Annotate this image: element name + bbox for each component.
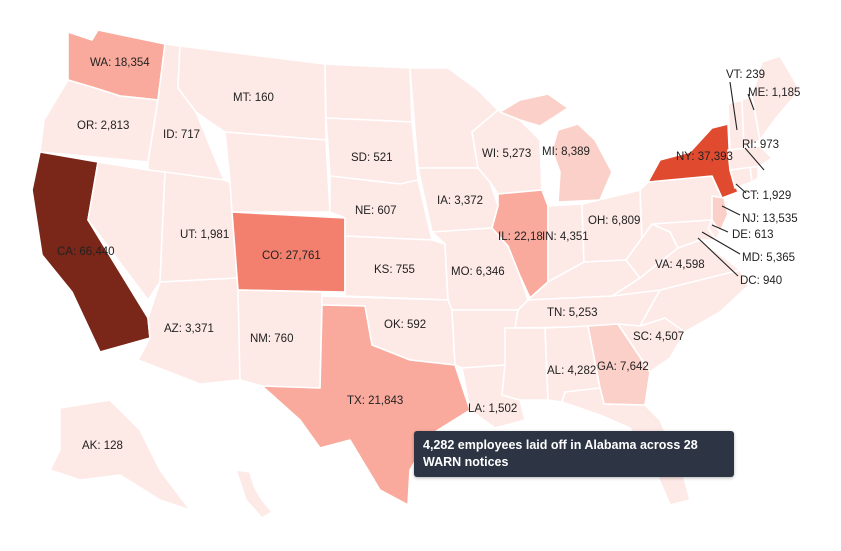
state-MD[interactable] bbox=[651, 219, 717, 249]
label-oh: OH: 6,809 bbox=[588, 215, 640, 227]
label-ct: CT: 1,929 bbox=[742, 190, 791, 202]
label-me: ME: 1,185 bbox=[748, 87, 800, 99]
state-RI[interactable] bbox=[749, 165, 759, 183]
hover-tooltip: 4,282 employees laid off in Alabama acro… bbox=[414, 431, 734, 477]
label-mo: MO: 6,346 bbox=[451, 266, 505, 278]
label-mi: MI: 8,389 bbox=[542, 146, 590, 158]
label-ca: CA: 66,440 bbox=[57, 246, 115, 258]
leader-de bbox=[711, 224, 729, 233]
state-NJ[interactable] bbox=[711, 195, 729, 233]
state-SD[interactable] bbox=[325, 117, 419, 185]
label-il: IL: 22,18 bbox=[498, 231, 543, 243]
label-ny: NY: 37,393 bbox=[676, 151, 733, 163]
label-tn: TN: 5,253 bbox=[547, 307, 598, 319]
label-nj: NJ: 13,535 bbox=[742, 213, 798, 225]
label-ne: NE: 607 bbox=[355, 205, 397, 217]
label-wa: WA: 18,354 bbox=[90, 57, 150, 69]
state-UT[interactable] bbox=[159, 171, 239, 283]
label-ok: OK: 592 bbox=[384, 319, 426, 331]
leader-nj bbox=[721, 205, 741, 216]
label-vt: VT: 239 bbox=[726, 69, 765, 81]
state-AK[interactable] bbox=[49, 399, 191, 511]
label-sd: SD: 521 bbox=[351, 152, 393, 164]
label-va: VA: 4,598 bbox=[655, 259, 705, 271]
label-de: DE: 613 bbox=[732, 229, 774, 241]
leader-ct bbox=[735, 183, 747, 194]
label-id: ID: 717 bbox=[163, 129, 200, 141]
state-MA[interactable] bbox=[727, 145, 773, 171]
leader-md bbox=[701, 231, 741, 255]
label-ri: RI: 973 bbox=[742, 139, 779, 151]
leader-dc bbox=[697, 237, 739, 277]
leader-vt bbox=[729, 81, 738, 131]
label-co: CO: 27,761 bbox=[262, 250, 321, 262]
state-NY[interactable] bbox=[647, 123, 739, 199]
state-ND[interactable] bbox=[324, 63, 413, 123]
state-MI-up[interactable] bbox=[499, 93, 569, 127]
label-in: IN: 4,351 bbox=[542, 231, 589, 243]
label-la: LA: 1,502 bbox=[468, 403, 517, 415]
label-wi: WI: 5,273 bbox=[482, 148, 531, 160]
label-az: AZ: 3,371 bbox=[164, 323, 214, 335]
label-or: OR: 2,813 bbox=[77, 120, 129, 132]
label-dc: DC: 940 bbox=[740, 275, 782, 287]
label-al: AL: 4,282 bbox=[547, 365, 596, 377]
label-ga: GA: 7,642 bbox=[597, 361, 649, 373]
label-ut: UT: 1,981 bbox=[180, 229, 229, 241]
leader-ri bbox=[744, 147, 765, 171]
state-HI[interactable] bbox=[235, 469, 273, 519]
label-ks: KS: 755 bbox=[374, 264, 415, 276]
label-tx: TX: 21,843 bbox=[347, 395, 403, 407]
label-mt: MT: 160 bbox=[233, 92, 274, 104]
state-WY[interactable] bbox=[224, 131, 331, 213]
label-sc: SC: 4,507 bbox=[633, 331, 684, 343]
label-ak: AK: 128 bbox=[82, 440, 123, 452]
leader-me bbox=[747, 93, 755, 111]
label-ia: IA: 3,372 bbox=[437, 195, 483, 207]
state-MS[interactable] bbox=[501, 327, 549, 401]
state-IL[interactable] bbox=[491, 189, 549, 299]
state-MI[interactable] bbox=[551, 123, 613, 203]
label-md: MD: 5,365 bbox=[742, 252, 795, 264]
label-nm: NM: 760 bbox=[250, 333, 293, 345]
state-ME[interactable] bbox=[751, 55, 801, 141]
